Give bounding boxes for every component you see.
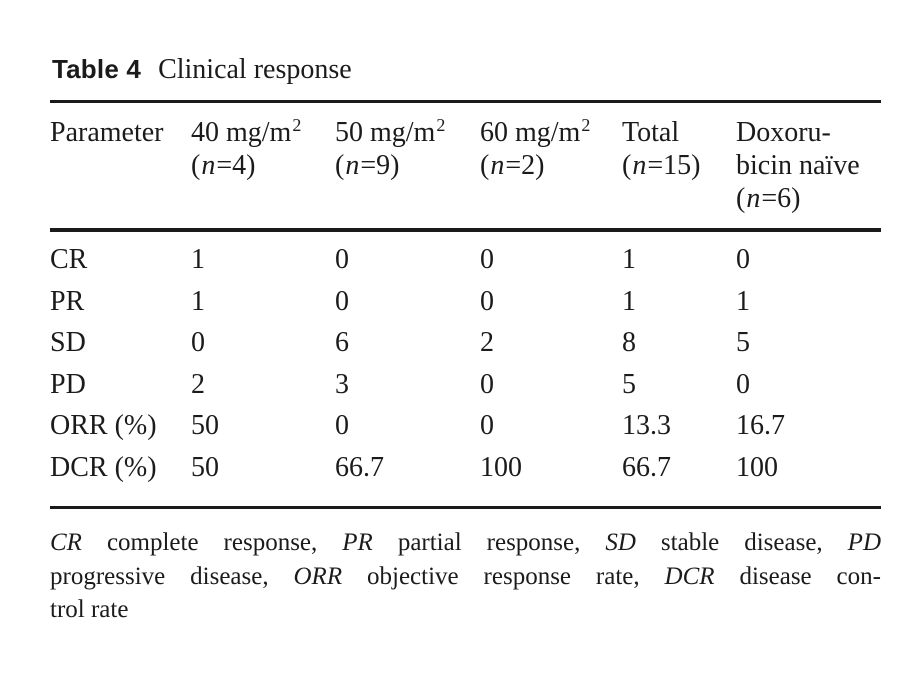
n-symbol: n [490,150,505,181]
column-header-parameter: Parameter [50,116,191,215]
abbr-orr: ORR [293,562,343,590]
cell-value: 8 [622,327,636,358]
cell-value: 0 [335,285,349,317]
cell-value: 66.7 [335,451,384,483]
cell-value: 66.7 [622,451,671,483]
cell-value: 0 [480,410,494,441]
table-caption-title: Clinical response [158,54,352,85]
cell-value: 0 [736,368,750,400]
dose-value: 60 mg/m [480,117,581,148]
footnote-line-3: trol rate [50,596,129,623]
column-header-label: Parameter [50,117,164,148]
cell-value: 3 [335,368,349,400]
column-header-50mg: 50 mg/m2 (n=9) [335,116,480,215]
cell-value: 1 [622,285,636,317]
cell-value: 0 [191,327,205,358]
n-count-line: (n=9) [335,150,400,181]
dose-exponent: 2 [292,115,302,135]
cell-value: 0 [736,244,750,275]
dose-exponent: 2 [581,115,591,135]
row-label: CR [50,244,88,275]
table-bottom-rule [50,506,881,509]
table-top-rule [50,100,881,103]
n-count-line: (n=2) [480,150,545,181]
n-count-line: (n=6) [736,183,801,214]
table-footnote: CR complete response, PR partial respons… [50,526,881,627]
cell-value: 50 [191,451,219,483]
column-header-label-line2: bicin naïve [736,150,860,181]
column-header-label-line1: Doxoru- [736,117,831,148]
dose-exponent: 2 [436,115,446,135]
n-symbol: n [632,150,647,181]
cell-value: 2 [480,327,494,358]
abbr-cr: CR [50,529,82,556]
dose-line: 40 mg/m2 [191,116,335,149]
n-symbol: n [345,150,360,181]
cell-value: 13.3 [622,410,671,441]
row-label: PD [50,368,86,400]
table-body: CR 1 0 0 1 0 PR 1 0 0 1 1 SD 0 6 2 8 5 P… [50,245,881,494]
row-label: PR [50,285,85,317]
table-caption-label: Table 4 [52,54,142,84]
cell-value: 2 [191,368,205,400]
cell-value: 16.7 [736,410,785,441]
column-header-60mg: 60 mg/m2 (n=2) [480,116,622,215]
row-label: ORR (%) [50,410,157,441]
table-header-rule [50,228,881,232]
dose-value: 40 mg/m [191,117,292,148]
cell-value: 5 [736,327,750,358]
row-label: DCR (%) [50,451,157,483]
dose-line: 60 mg/m2 [480,116,622,149]
column-header-label: Total [622,117,680,148]
row-label: SD [50,327,86,358]
cell-value: 5 [622,368,636,400]
footnote-line-2: progressive disease, ORR objective respo… [50,562,881,590]
cell-value: 0 [335,244,349,275]
n-symbol: n [746,183,761,214]
table-header-row: Parameter 40 mg/m2 (n=4) 50 mg/m2 (n=9) … [50,116,881,215]
cell-value: 1 [736,285,750,317]
cell-value: 100 [480,451,522,483]
column-header-40mg: 40 mg/m2 (n=4) [191,116,335,215]
abbr-sd: SD [605,529,636,556]
cell-value: 1 [622,244,636,275]
cell-value: 0 [480,285,494,317]
cell-value: 6 [335,327,349,358]
n-count-line: (n=4) [191,150,256,181]
cell-value: 0 [335,410,349,441]
table-caption: Table 4 Clinical response [52,54,352,85]
cell-value: 50 [191,410,219,441]
column-header-doxorubicin-naive: Doxoru- bicin naïve (n=6) [736,116,881,215]
cell-value: 1 [191,244,205,275]
abbr-dcr: DCR [664,562,715,590]
cell-value: 0 [480,244,494,275]
dose-line: 50 mg/m2 [335,116,480,149]
n-symbol: n [201,150,216,181]
n-count-line: (n=15) [622,150,701,181]
dose-value: 50 mg/m [335,117,436,148]
abbr-pd: PD [847,529,881,556]
cell-value: 0 [480,368,494,400]
column-header-total: Total (n=15) [622,116,736,215]
abbr-pr: PR [342,529,373,556]
cell-value: 1 [191,285,205,317]
cell-value: 100 [736,451,778,483]
footnote-line-1: CR complete response, PR partial respons… [50,529,881,556]
